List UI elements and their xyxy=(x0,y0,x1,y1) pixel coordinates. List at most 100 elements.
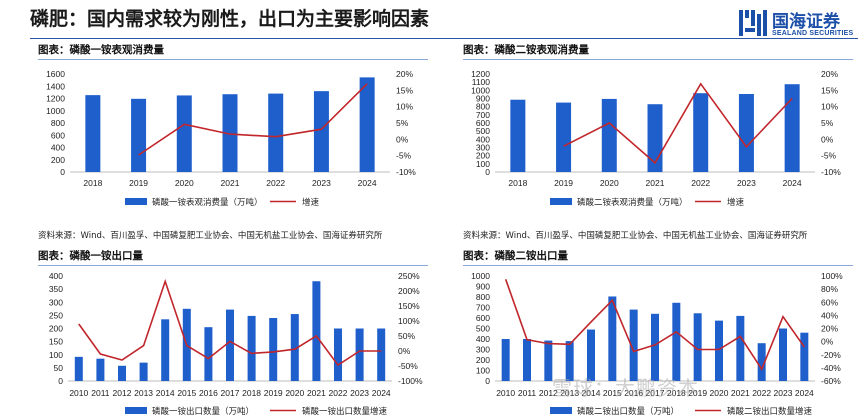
sealand-logo-icon xyxy=(739,10,767,36)
bar xyxy=(738,94,754,172)
bar xyxy=(226,309,234,381)
y2-tick-label: -10% xyxy=(396,167,416,177)
y-tick-label: 400 xyxy=(476,134,490,144)
bar xyxy=(587,329,595,381)
legend-label: 磷酸二铵表观消费量（万吨） xyxy=(577,197,688,208)
x-tick-label: 2014 xyxy=(156,388,175,398)
y2-tick-label: 150% xyxy=(398,301,420,311)
x-tick-label: 2019 xyxy=(554,178,573,188)
legend-label: 磷酸二铵出口数量增速 xyxy=(727,406,813,416)
bar xyxy=(608,296,617,381)
bar xyxy=(501,339,510,381)
x-tick-label: 2021 xyxy=(221,178,240,188)
x-tick-label: 2024 xyxy=(795,388,814,398)
y-tick-label: 200 xyxy=(476,355,490,365)
x-tick-label: 2013 xyxy=(134,388,153,398)
x-tick-label: 2015 xyxy=(603,388,622,398)
bar xyxy=(544,340,553,381)
y-tick-label: 100 xyxy=(49,350,63,360)
x-tick-label: 2017 xyxy=(646,388,665,398)
x-tick-label: 2012 xyxy=(539,388,558,398)
bar xyxy=(651,313,659,381)
source-note: 资料来源：Wind、百川盈孚、中国磷复肥工业协会、中国无机盐工业协会、国海证券研… xyxy=(38,231,383,241)
legend-bar-swatch xyxy=(125,407,147,414)
bar xyxy=(800,332,809,381)
bar xyxy=(510,99,526,172)
bar xyxy=(118,365,126,381)
bar xyxy=(74,356,83,381)
x-tick-label: 2021 xyxy=(646,178,665,188)
x-tick-label: 2016 xyxy=(624,388,643,398)
x-tick-label: 2023 xyxy=(774,388,793,398)
panel-divider xyxy=(463,59,853,60)
legend-label: 增速 xyxy=(302,197,320,208)
legend-label: 磷酸一铵出口数量增速 xyxy=(302,406,388,416)
y-tick-label: 700 xyxy=(476,303,490,313)
y-tick-label: 200 xyxy=(51,155,65,165)
bar xyxy=(139,362,148,381)
bar xyxy=(377,328,386,381)
bar xyxy=(693,313,702,381)
y2-tick-label: 20% xyxy=(396,69,413,79)
y2-tick-label: -40% xyxy=(821,363,841,373)
y2-tick-label: 80% xyxy=(821,284,838,294)
y-tick-label: 0 xyxy=(485,167,490,177)
bar xyxy=(601,98,617,172)
y-tick-label: 50 xyxy=(54,363,64,373)
panel-divider xyxy=(38,59,428,60)
y-tick-label: 600 xyxy=(51,130,65,140)
y2-tick-label: 5% xyxy=(821,118,834,128)
x-tick-label: 2020 xyxy=(710,388,729,398)
y2-tick-label: 0% xyxy=(821,134,834,144)
y-tick-label: 900 xyxy=(476,94,490,104)
y-tick-label: 200 xyxy=(49,324,63,334)
x-tick-label: 2010 xyxy=(69,388,88,398)
y2-tick-label: 100% xyxy=(398,316,420,326)
y2-tick-label: -50% xyxy=(398,361,418,371)
x-tick-label: 2018 xyxy=(83,178,102,188)
y2-tick-label: 10% xyxy=(396,102,413,112)
brand-logo: 国海证券 SEALAND SECURITIES xyxy=(738,8,860,40)
x-tick-label: 2014 xyxy=(582,388,601,398)
y2-tick-label: 15% xyxy=(821,85,838,95)
y-tick-label: 300 xyxy=(49,297,63,307)
x-tick-label: 2021 xyxy=(731,388,750,398)
bar xyxy=(715,320,723,381)
x-tick-label: 2011 xyxy=(91,388,110,398)
y-tick-label: 400 xyxy=(51,143,65,153)
y-tick-label: 1200 xyxy=(46,94,65,104)
y2-tick-label: 60% xyxy=(821,297,838,307)
growth-line xyxy=(563,82,793,165)
x-tick-label: 2022 xyxy=(691,178,710,188)
y-tick-label: 1000 xyxy=(471,85,490,95)
y-tick-label: 1100 xyxy=(472,77,491,87)
y-tick-label: 1600 xyxy=(46,69,65,79)
x-tick-label: 2015 xyxy=(177,388,196,398)
y-tick-label: 100 xyxy=(476,159,490,169)
y2-tick-label: -10% xyxy=(821,167,841,177)
page-title: 磷肥：国内需求较为刚性，出口为主要影响因素 xyxy=(30,8,430,30)
y2-tick-label: 40% xyxy=(821,310,838,320)
panel-title-di-consumption: 图表：磷酸二铵表观消费量 xyxy=(463,44,589,56)
bar xyxy=(523,339,531,381)
bar xyxy=(693,93,709,172)
y2-tick-label: 15% xyxy=(396,85,413,95)
y-tick-label: 500 xyxy=(476,324,490,334)
legend-label: 磷酸一铵表观消费量（万吨） xyxy=(152,197,263,208)
x-tick-label: 2022 xyxy=(266,178,285,188)
bar xyxy=(779,328,787,381)
y2-tick-label: 100% xyxy=(821,271,843,281)
logo-name-en: SEALAND SECURITIES xyxy=(772,30,854,37)
y-tick-label: 500 xyxy=(476,126,490,136)
bar xyxy=(784,84,800,172)
x-tick-label: 2019 xyxy=(688,388,707,398)
y-tick-label: 1400 xyxy=(46,81,65,91)
y-tick-label: 1000 xyxy=(471,271,490,281)
y2-tick-label: 20% xyxy=(821,69,838,79)
bar xyxy=(757,343,766,381)
y2-tick-label: 50% xyxy=(398,331,415,341)
x-tick-label: 2018 xyxy=(508,178,527,188)
x-tick-label: 2018 xyxy=(667,388,686,398)
bar xyxy=(269,318,278,381)
